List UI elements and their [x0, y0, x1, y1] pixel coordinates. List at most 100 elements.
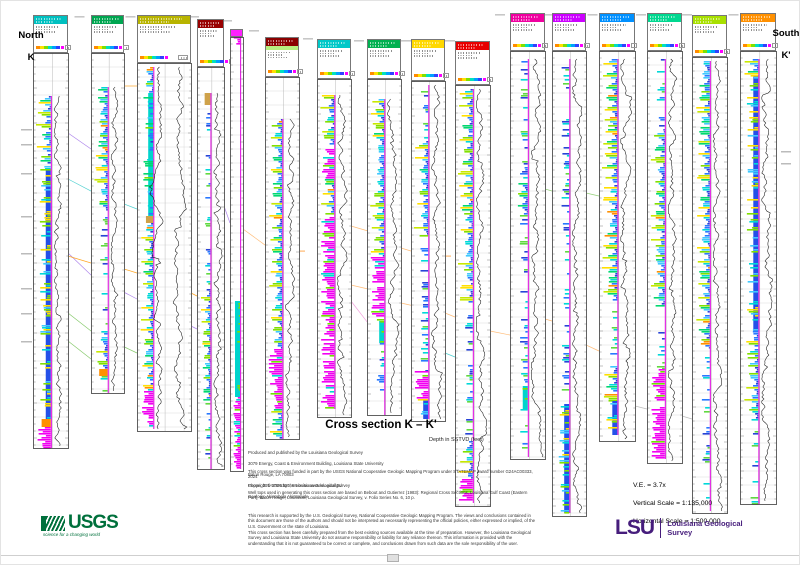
header-depth-cell	[64, 45, 71, 50]
legend-chip	[755, 43, 759, 48]
header-text-line	[320, 50, 343, 52]
legend-chip	[474, 77, 478, 82]
well-log-strip	[317, 79, 352, 418]
well-log-strip	[510, 51, 546, 460]
credits-welltops: Well tops used in generating this cross …	[248, 490, 528, 501]
geology-credit-line: Geology: Akintobola Akintomide	[248, 494, 309, 500]
well-header	[317, 39, 355, 79]
legend-chip	[280, 69, 284, 74]
header-text-line	[200, 30, 218, 32]
legend-chip	[426, 73, 430, 78]
header-text-line	[94, 18, 119, 20]
legend-chip	[288, 69, 293, 74]
header-text-line	[414, 42, 440, 44]
legend-chip	[618, 43, 622, 48]
header-text-line	[602, 29, 623, 31]
lithology-color-legend	[513, 43, 548, 48]
header-text-line	[695, 31, 715, 33]
legend-chip	[98, 45, 102, 50]
legend-chip	[276, 69, 280, 74]
header-text-line	[774, 45, 778, 47]
well-header	[197, 19, 235, 67]
header-text-line	[370, 45, 388, 47]
legend-chip	[164, 55, 169, 60]
legend-chip	[118, 45, 123, 50]
header-text-line	[181, 57, 187, 59]
header-depth-cell	[442, 73, 449, 78]
well-log-strip	[692, 57, 728, 514]
well-header-body	[648, 22, 685, 50]
header-text-line	[94, 31, 113, 33]
header-text-line	[370, 55, 390, 57]
header-text-line	[650, 16, 677, 18]
well-header	[647, 13, 685, 51]
legend-chip	[224, 59, 229, 64]
legend-chip	[438, 73, 443, 78]
disclaimer-usgs: This research is supported by the U.S. G…	[248, 513, 536, 529]
legend-chip	[382, 71, 386, 76]
well-log-strip	[197, 67, 225, 470]
well-log-strip	[91, 53, 125, 394]
legend-chip	[284, 69, 288, 74]
header-text-line	[743, 24, 767, 26]
header-text-line	[650, 29, 670, 31]
legend-chip	[320, 71, 324, 76]
well-header	[33, 15, 71, 53]
header-text-line	[743, 26, 759, 29]
header-depth-cell	[583, 43, 590, 48]
horizontal-scale: Horizontal Scale = 1:500,000	[633, 518, 721, 525]
header-text-line	[140, 31, 172, 33]
legend-chip	[340, 71, 345, 76]
legend-chip	[767, 43, 772, 48]
legend-chip	[414, 73, 418, 78]
well-header-titlebar	[138, 16, 190, 24]
lithology-color-legend	[555, 43, 590, 48]
legend-chip	[711, 49, 715, 54]
legend-chip	[575, 43, 580, 48]
lithology-color-legend	[200, 59, 235, 64]
legend-chip	[324, 71, 328, 76]
legend-chip	[328, 71, 332, 76]
header-text-line	[36, 21, 55, 23]
legend-chip	[533, 43, 538, 48]
legend-chip	[699, 49, 703, 54]
well-header-subbar	[266, 46, 298, 50]
legend-chip	[434, 73, 439, 78]
header-text-line	[268, 40, 294, 42]
legend-chip	[102, 45, 106, 50]
header-text-line	[94, 21, 112, 23]
well-header-body	[368, 48, 405, 78]
header-text-line	[681, 45, 685, 47]
header-text-line	[268, 51, 291, 54]
header-text-line	[555, 16, 581, 18]
header-text-line	[743, 19, 762, 21]
header-text-line	[140, 18, 182, 20]
well-header	[740, 13, 778, 51]
legend-chip	[662, 43, 666, 48]
well-header-body	[92, 24, 129, 52]
legend-chip	[292, 69, 297, 74]
legend-chip	[517, 43, 521, 48]
header-text-line	[513, 26, 528, 29]
header-text-line	[695, 21, 714, 23]
lsu-divider	[660, 518, 662, 538]
header-text-line	[200, 22, 220, 24]
legend-chip	[482, 77, 487, 82]
usgs-wordmark: USGS	[68, 512, 119, 533]
header-text-line	[140, 21, 169, 23]
north-k-text: K	[27, 52, 35, 63]
legend-chip	[344, 71, 349, 76]
legend-chip	[272, 69, 276, 74]
header-text-line	[94, 26, 116, 28]
header-depth-cell	[723, 49, 730, 54]
legend-chip	[537, 43, 542, 48]
usgs-flag-icon	[41, 515, 65, 531]
header-text-line	[36, 31, 56, 33]
header-text-line	[555, 26, 570, 29]
legend-chip	[374, 71, 378, 76]
north-label-text: North	[18, 30, 44, 41]
well-log-strip	[137, 63, 192, 432]
lithology-color-legend	[370, 71, 405, 76]
header-text-line	[602, 26, 618, 29]
lithology-color-legend	[695, 49, 730, 54]
